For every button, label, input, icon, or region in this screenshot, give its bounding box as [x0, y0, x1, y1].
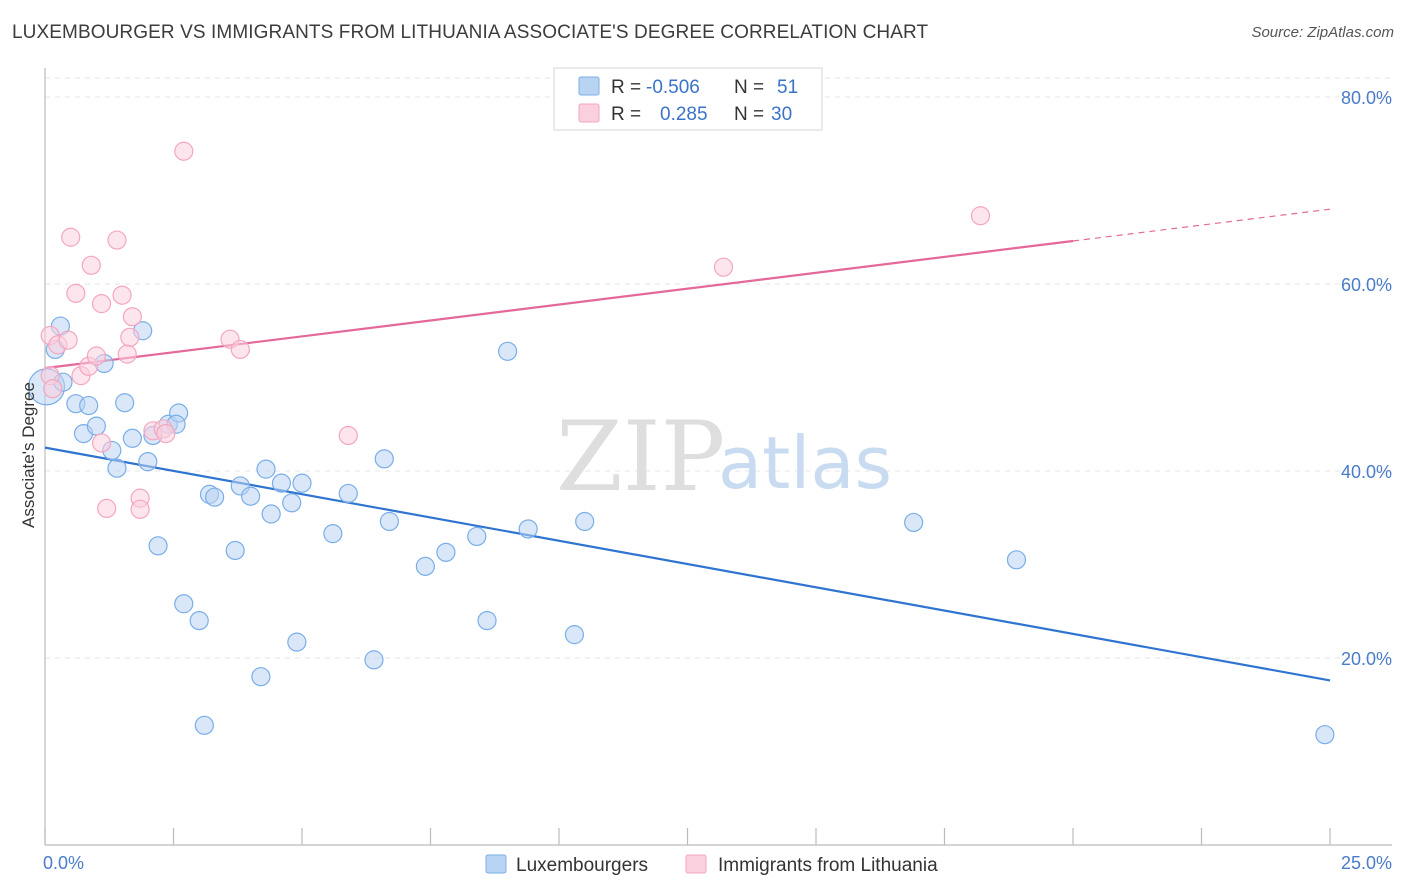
- point-lithuania: [81, 255, 101, 275]
- point-luxembourgers: [251, 667, 271, 687]
- point-luxembourgers: [323, 524, 343, 544]
- point-luxembourgers: [205, 487, 225, 507]
- point-luxembourgers: [241, 486, 261, 506]
- point-luxembourgers: [174, 594, 194, 614]
- legend-n-label-2: N =: [734, 104, 764, 125]
- watermark-atlas: atlas: [718, 421, 892, 505]
- y-tick-labels: 20.0% 40.0% 60.0% 80.0%: [1341, 88, 1392, 669]
- point-lithuania: [156, 424, 176, 444]
- point-luxembourgers: [282, 493, 302, 513]
- legend-n-value-1: 51: [777, 77, 798, 98]
- point-luxembourgers: [338, 483, 358, 504]
- point-luxembourgers: [1006, 550, 1027, 570]
- point-lithuania: [970, 206, 991, 226]
- trend-line-lithuania: [44, 239, 1074, 370]
- x-tick-label-min: 0.0%: [43, 853, 84, 873]
- point-luxembourgers: [436, 542, 456, 562]
- legend-n-value-2: 30: [771, 104, 792, 125]
- point-luxembourgers: [1315, 725, 1335, 745]
- point-lithuania: [338, 425, 358, 446]
- x-tick-labels: 0.0% 25.0%: [43, 853, 1392, 873]
- trend-line-extension-lithuania: [1072, 208, 1331, 242]
- point-lithuania: [174, 141, 194, 161]
- legend-r-label-1: R =: [611, 77, 641, 98]
- point-luxembourgers: [467, 526, 487, 547]
- point-lithuania: [107, 230, 127, 250]
- point-luxembourgers: [107, 458, 127, 478]
- bottom-legend-label-luxembourgers: Luxembourgers: [516, 855, 648, 876]
- bottom-legend-label-lithuania: Immigrants from Lithuania: [718, 855, 938, 876]
- y-tick-label: 40.0%: [1341, 462, 1392, 482]
- point-lithuania: [66, 283, 86, 303]
- point-luxembourgers: [518, 519, 538, 539]
- bottom-legend-swatch-lithuania: [685, 854, 707, 874]
- legend-r-label-2: R =: [611, 104, 641, 125]
- point-luxembourgers: [225, 540, 245, 561]
- legend-box: R = -0.506 N = 51 R = 0.285 N = 30: [553, 67, 823, 131]
- point-luxembourgers: [138, 452, 158, 472]
- point-luxembourgers: [379, 511, 399, 532]
- y-tick-label: 80.0%: [1341, 88, 1392, 108]
- point-luxembourgers: [374, 449, 394, 469]
- point-lithuania: [120, 327, 140, 347]
- point-luxembourgers: [904, 512, 924, 533]
- point-luxembourgers: [115, 393, 135, 413]
- legend-n-label-1: N =: [734, 77, 764, 98]
- point-luxembourgers: [189, 610, 209, 631]
- legend-r-value-1: -0.506: [646, 77, 700, 98]
- watermark-zip: ZIP: [556, 401, 725, 513]
- point-luxembourgers: [498, 341, 518, 361]
- point-luxembourgers: [79, 395, 99, 416]
- y-tick-label: 20.0%: [1341, 649, 1392, 669]
- point-luxembourgers: [287, 632, 307, 652]
- trend-line-luxembourgers: [44, 446, 1331, 682]
- bottom-legend-swatch-luxembourgers: [485, 854, 507, 874]
- point-lithuania: [122, 307, 142, 327]
- point-lithuania: [112, 285, 132, 305]
- point-lithuania: [61, 227, 81, 247]
- point-lithuania: [713, 257, 734, 277]
- point-luxembourgers: [564, 625, 585, 645]
- point-lithuania: [117, 344, 137, 364]
- point-luxembourgers: [364, 650, 384, 670]
- legend-r-value-2: 0.285: [660, 104, 708, 125]
- point-luxembourgers: [261, 504, 281, 524]
- point-luxembourgers: [122, 428, 142, 448]
- axes: [44, 68, 1392, 846]
- point-lithuania: [58, 330, 78, 350]
- point-luxembourgers: [86, 416, 107, 436]
- trend-lines: [44, 208, 1331, 682]
- point-lithuania: [91, 433, 112, 453]
- point-lithuania: [43, 379, 63, 399]
- y-tick-label: 60.0%: [1341, 275, 1392, 295]
- point-luxembourgers: [292, 473, 312, 493]
- point-luxembourgers: [148, 536, 168, 556]
- point-lithuania: [130, 499, 150, 519]
- watermark: ZIP atlas: [556, 401, 892, 513]
- point-lithuania: [91, 294, 112, 314]
- y-axis-label: Associate's Degree: [19, 382, 38, 528]
- point-luxembourgers: [256, 459, 276, 479]
- point-luxembourgers: [271, 473, 292, 493]
- bottom-legend: Luxembourgers Immigrants from Lithuania: [485, 854, 938, 876]
- chart-source: Source: ZipAtlas.com: [1251, 24, 1394, 41]
- point-lithuania: [86, 346, 107, 366]
- point-luxembourgers: [415, 556, 435, 576]
- point-luxembourgers: [477, 610, 497, 631]
- legend-swatch-lithuania: [578, 103, 600, 123]
- grid-lines: [45, 77, 1392, 659]
- point-lithuania: [230, 339, 250, 360]
- point-luxembourgers: [575, 511, 595, 532]
- x-tick-label-max: 25.0%: [1341, 853, 1392, 873]
- chart-title: LUXEMBOURGER VS IMMIGRANTS FROM LITHUANI…: [12, 22, 929, 43]
- data-points: [27, 141, 1335, 745]
- point-luxembourgers: [194, 715, 214, 735]
- point-lithuania: [97, 498, 117, 518]
- legend-swatch-luxembourgers: [578, 76, 600, 96]
